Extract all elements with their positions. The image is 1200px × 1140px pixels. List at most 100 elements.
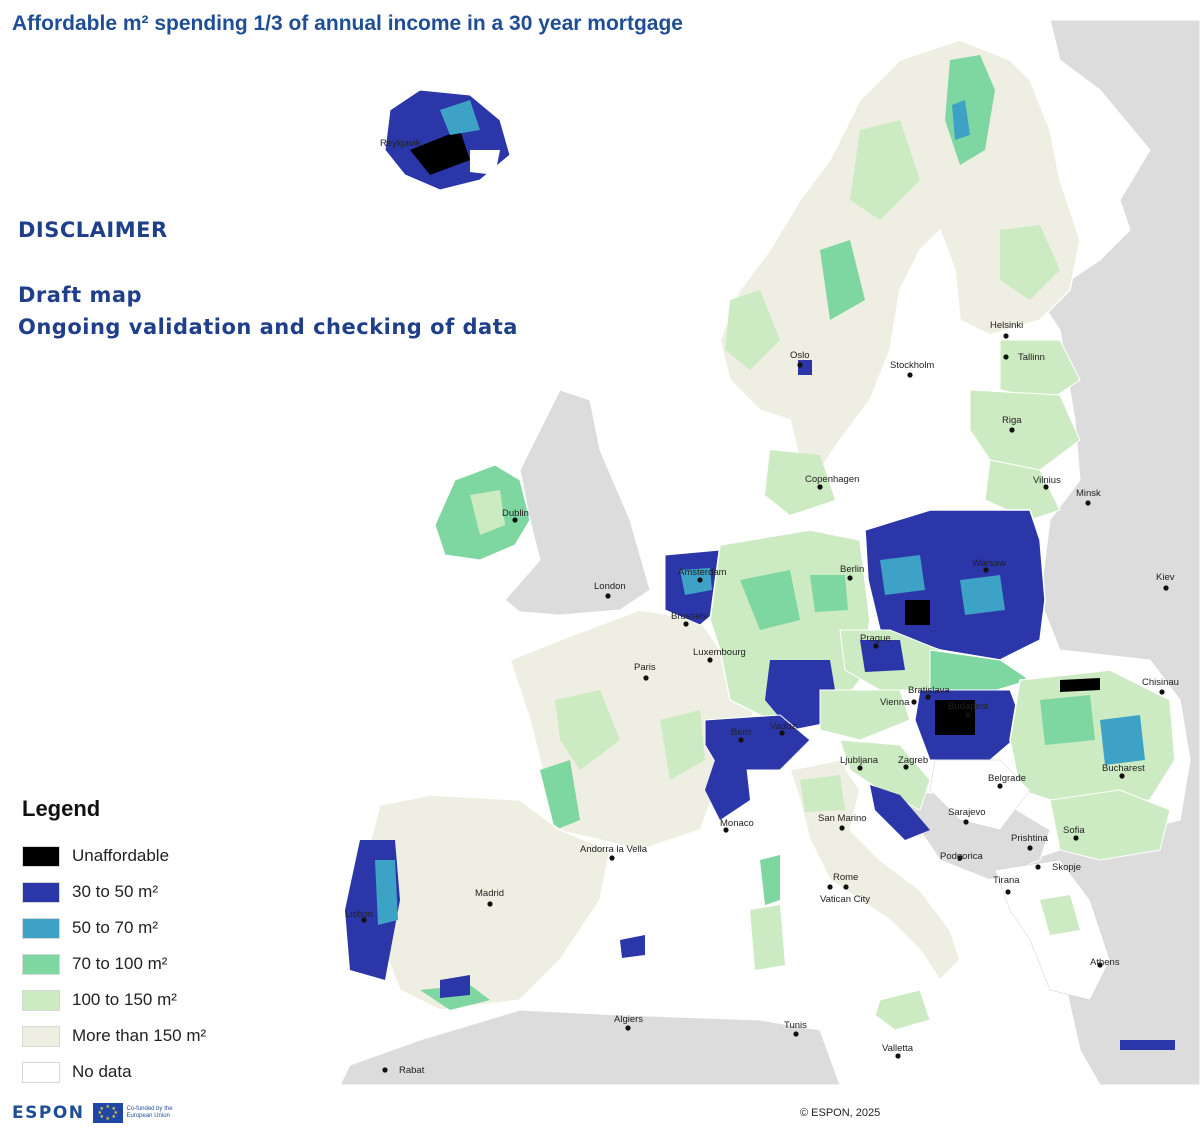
city-marker: Vaduz [770, 721, 796, 736]
legend-item: No data [22, 1054, 206, 1090]
city-label: Vilnius [1033, 475, 1061, 486]
legend-swatch [22, 917, 60, 939]
city-marker: Tunis [784, 1020, 807, 1037]
city-marker: Oslo [790, 350, 810, 368]
city-marker: Brussels [671, 611, 708, 627]
city-marker: Minsk [1076, 488, 1101, 506]
city-dot-icon [847, 575, 853, 581]
city-marker: Skopje [1035, 862, 1081, 873]
city-label: Reykjavik [380, 138, 421, 149]
city-dot-icon [873, 643, 879, 649]
southern-europe [620, 759, 1175, 1050]
city-dot-icon [512, 517, 518, 523]
legend-label: No data [72, 1062, 132, 1081]
central-eastern-europe [819, 509, 1176, 861]
city-label: Vaduz [770, 721, 796, 732]
city-dot-icon [707, 657, 713, 663]
city-dot-icon [1043, 484, 1049, 490]
city-dot-icon [1003, 354, 1009, 360]
legend-label: More than 150 m² [72, 1026, 207, 1045]
city-dot-icon [911, 699, 917, 705]
city-marker: Monaco [720, 818, 754, 833]
city-marker: Dublin [502, 508, 529, 523]
western-europe [345, 529, 871, 1011]
legend-swatch [22, 989, 60, 1011]
city-label: Minsk [1076, 488, 1101, 499]
city-label: Bern [731, 727, 751, 738]
city-label: London [594, 581, 626, 592]
city-dot-icon [1085, 500, 1091, 506]
city-marker: Luxembourg [693, 647, 746, 663]
city-dot-icon [983, 567, 989, 573]
city-dot-icon [1119, 773, 1125, 779]
city-marker: Lisbon [345, 909, 373, 923]
city-dot-icon [839, 825, 845, 831]
city-markers: Reykjavik Helsinki Tallinn Oslo Stockholm Rig… [345, 138, 1179, 1076]
city-label: Riga [1002, 415, 1022, 426]
legend-item: Unaffordable [22, 838, 206, 874]
city-dot-icon [382, 1067, 388, 1073]
city-dot-icon [1005, 889, 1011, 895]
legend-items: Unaffordable 30 to 50 m² 50 to 70 m² 70 to … [22, 838, 206, 1090]
city-label: Warsaw [972, 558, 1006, 569]
city-label: Rabat [399, 1065, 425, 1076]
city-dot-icon [817, 484, 823, 490]
city-label: Podgorica [940, 851, 983, 862]
legend-label: 30 to 50 m² [72, 882, 158, 901]
legend-item: 70 to 100 m² [22, 946, 206, 982]
city-marker: Madrid [475, 888, 504, 907]
city-label: Copenhagen [805, 474, 859, 485]
city-marker: Budapest [948, 701, 989, 718]
city-dot-icon [697, 577, 703, 583]
city-dot-icon [997, 783, 1003, 789]
espon-logo: ESPON ★ ★ ★ ★ ★ ★ ★ ★ Co-funded by the E… [12, 1103, 197, 1123]
city-dot-icon [963, 819, 969, 825]
legend-label: Unaffordable [72, 846, 170, 865]
city-marker: Sofia [1063, 825, 1085, 841]
city-dot-icon [903, 764, 909, 770]
city-dot-icon [1097, 962, 1103, 968]
city-dot-icon [827, 884, 833, 890]
city-label: Rome [833, 872, 858, 883]
city-marker: London [594, 581, 626, 599]
city-label: Bucharest [1102, 763, 1145, 774]
city-dot-icon [907, 372, 913, 378]
city-label: Andorra la Vella [580, 844, 648, 855]
legend-item: 50 to 70 m² [22, 910, 206, 946]
city-dot-icon [683, 621, 689, 627]
city-dot-icon [487, 901, 493, 907]
nordic-region [719, 39, 1081, 521]
city-label: Athens [1090, 957, 1120, 968]
city-dot-icon [843, 884, 849, 890]
legend-item: 30 to 50 m² [22, 874, 206, 910]
city-marker: Berlin [840, 564, 864, 581]
legend-label: 100 to 150 m² [72, 990, 177, 1009]
city-marker: Zagreb [898, 755, 928, 770]
city-label: Vienna [880, 697, 910, 708]
city-label: Tallinn [1018, 352, 1045, 363]
legend-label: 70 to 100 m² [72, 954, 168, 973]
city-dot-icon [1003, 333, 1009, 339]
city-marker: Algiers [614, 1014, 643, 1031]
legend-swatch [22, 1061, 60, 1083]
city-label: Dublin [502, 508, 529, 519]
city-marker: Podgorica [940, 851, 983, 862]
city-label: Budapest [948, 701, 989, 712]
legend-label: 50 to 70 m² [72, 918, 158, 937]
city-marker: Athens [1090, 957, 1120, 968]
city-marker: San Marino [818, 813, 867, 831]
eu-flag-icon: ★ ★ ★ ★ ★ ★ ★ ★ [92, 1103, 123, 1123]
legend-item: More than 150 m² [22, 1018, 206, 1054]
city-label: Sofia [1063, 825, 1085, 836]
city-dot-icon [609, 855, 615, 861]
city-label: Tirana [993, 875, 1020, 886]
city-marker: Vienna [880, 697, 917, 708]
city-marker: Stockholm [890, 360, 934, 378]
city-marker: Warsaw [972, 558, 1006, 573]
city-label: Brussels [671, 611, 708, 622]
city-label: Bratislava [908, 685, 950, 696]
city-marker: Prague [860, 633, 891, 649]
city-marker: Vatican City [820, 884, 870, 905]
city-marker: Belgrade [988, 773, 1026, 789]
